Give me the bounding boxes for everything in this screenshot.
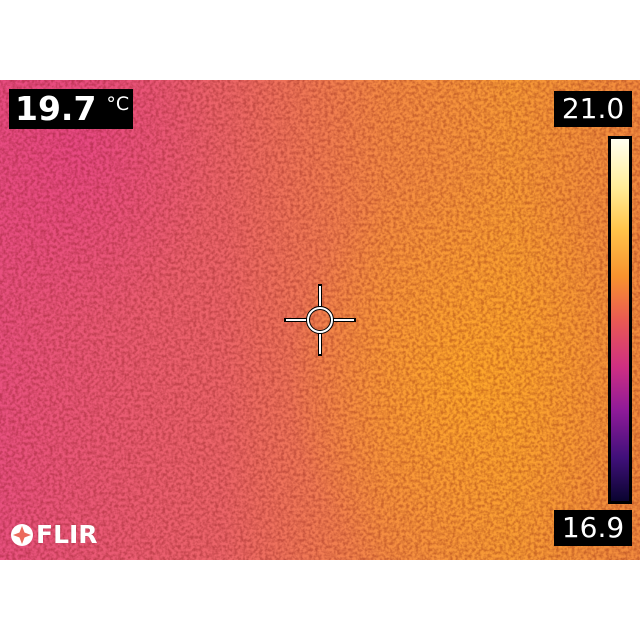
flir-logo-text: FLIR: [36, 520, 98, 549]
temperature-scale-bar: [608, 136, 632, 504]
crosshair-icon: [284, 284, 356, 356]
scale-max-label: 21.0: [554, 91, 632, 127]
scale-gradient: [611, 139, 629, 501]
spot-temperature-readout: 19.7 °C: [9, 89, 134, 129]
flir-logo: FLIR: [10, 520, 98, 549]
thermal-image: 19.7 °C 21.0 16.9 FLIR: [0, 80, 640, 560]
thermal-texture: [0, 80, 640, 560]
flir-logo-icon: [11, 523, 33, 546]
spot-temperature-value: 19.7: [15, 89, 97, 128]
scale-min-label: 16.9: [554, 510, 632, 546]
spot-temperature-unit: °C: [106, 93, 130, 115]
